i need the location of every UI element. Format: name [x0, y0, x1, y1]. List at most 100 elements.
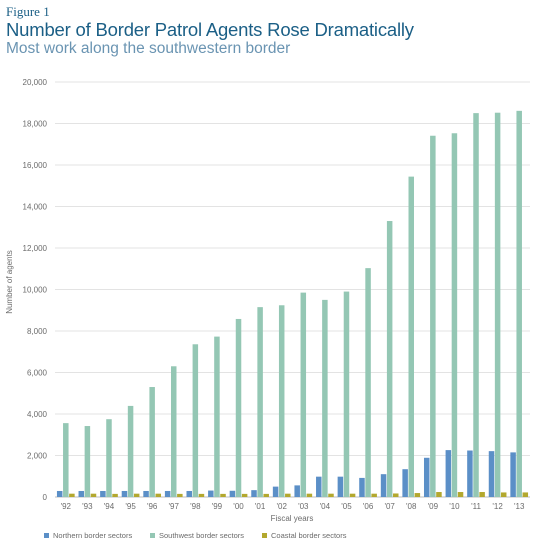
bar-coastal-4	[155, 493, 162, 497]
bar-northern-6	[186, 490, 192, 497]
y-tick-label: 4,000	[27, 410, 48, 419]
bar-southwest-14	[365, 268, 371, 497]
x-tick-label: '98	[190, 502, 201, 511]
bar-southwest-4	[149, 387, 155, 497]
x-tick-label: '00	[233, 502, 244, 511]
bar-coastal-10	[285, 493, 291, 497]
y-tick-label: 2,000	[27, 452, 48, 461]
y-tick-label: 18,000	[23, 120, 48, 129]
bar-northern-19	[467, 450, 473, 497]
x-tick-label: '92	[61, 502, 72, 511]
bar-northern-3	[121, 490, 128, 497]
legend-swatch-southwest	[150, 533, 155, 538]
x-tick-label: '07	[384, 502, 395, 511]
bar-northern-1	[78, 490, 85, 497]
bar-northern-5	[164, 490, 171, 497]
y-tick-label: 8,000	[27, 327, 48, 336]
legend-label-southwest: Southwest border sectors	[159, 531, 245, 540]
bar-northern-12	[316, 476, 322, 497]
bar-coastal-19	[479, 492, 485, 497]
x-axis-ticks: '92 '93 '94 '95 '96 '97 '98 '99 '00 '01 '02 '03 '04 '…	[61, 502, 525, 511]
bar-northern-21	[510, 452, 516, 497]
x-tick-label: '95	[125, 502, 136, 511]
bar-southwest-18	[451, 133, 458, 497]
bar-northern-9	[251, 490, 257, 497]
bar-southwest-3	[127, 405, 134, 497]
bar-northern-0	[56, 490, 63, 497]
legend-label-northern: Northern border sectors	[53, 531, 133, 540]
bar-northern-11	[294, 485, 300, 497]
legend-item-coastal: Coastal border sectors	[262, 531, 346, 540]
bar-northern-10	[272, 486, 279, 497]
bar-southwest-19	[473, 113, 479, 497]
bar-southwest-12	[322, 299, 328, 497]
bar-coastal-8	[241, 493, 248, 497]
bar-coastal-16	[414, 493, 421, 497]
bar-coastal-6	[198, 493, 205, 497]
x-tick-label: '10	[449, 502, 460, 511]
bar-northern-13	[337, 476, 344, 497]
bar-coastal-1	[90, 493, 97, 497]
x-tick-label: '02	[276, 502, 287, 511]
x-tick-label: '99	[212, 502, 223, 511]
y-tick-label: 14,000	[23, 203, 48, 212]
chart-subtitle: Most work along the southwestern border	[6, 40, 291, 57]
x-tick-label: '13	[514, 502, 525, 511]
bar-northern-4	[143, 490, 149, 497]
x-tick-label: '06	[363, 502, 374, 511]
bar-southwest-11	[300, 292, 307, 497]
legend: Northern border sectors Southwest border…	[0, 531, 536, 545]
bar-northern-2	[100, 490, 106, 497]
bar-coastal-15	[393, 493, 399, 497]
bar-southwest-8	[235, 318, 242, 497]
legend-item-northern: Northern border sectors	[44, 531, 132, 540]
x-tick-label: '03	[298, 502, 309, 511]
bar-northern-7	[208, 490, 214, 497]
bar-southwest-9	[257, 307, 263, 497]
y-tick-label: 20,000	[23, 78, 48, 87]
figure-label: Figure 1	[6, 4, 50, 19]
bar-coastal-13	[349, 493, 356, 497]
bar-southwest-20	[494, 112, 501, 498]
bar-coastal-2	[112, 493, 118, 497]
x-tick-label: '93	[82, 502, 93, 511]
gridlines	[55, 81, 530, 498]
bar-northern-16	[402, 469, 408, 497]
bar-coastal-21	[522, 492, 529, 497]
bar-coastal-5	[177, 493, 183, 497]
bar-southwest-2	[106, 419, 112, 497]
x-axis-title: Fiscal years	[271, 514, 314, 523]
bar-southwest-0	[63, 423, 69, 497]
bar-southwest-10	[278, 305, 285, 497]
y-tick-label: 10,000	[23, 286, 48, 295]
bar-southwest-17	[430, 135, 436, 497]
legend-item-southwest: Southwest border sectors	[150, 531, 244, 540]
bar-northern-20	[488, 451, 495, 497]
bar-coastal-11	[306, 493, 313, 497]
bar-southwest-15	[386, 221, 393, 497]
bar-southwest-21	[516, 110, 522, 497]
x-tick-label: '96	[147, 502, 158, 511]
y-tick-label: 12,000	[23, 244, 48, 253]
x-tick-label: '08	[406, 502, 417, 511]
bar-coastal-7	[220, 493, 226, 497]
legend-swatch-northern	[44, 533, 49, 538]
x-tick-label: '04	[320, 502, 331, 511]
bar-coastal-12	[328, 493, 334, 497]
bar-coastal-9	[263, 493, 269, 497]
bar-northern-15	[380, 474, 387, 497]
bar-northern-14	[359, 477, 365, 497]
x-tick-label: '94	[104, 502, 115, 511]
x-tick-label: '05	[341, 502, 352, 511]
bar-northern-17	[423, 457, 430, 497]
legend-label-coastal: Coastal border sectors	[271, 531, 347, 540]
bar-coastal-17	[436, 492, 442, 497]
x-tick-label: '12	[492, 502, 503, 511]
bar-southwest-16	[408, 176, 414, 497]
y-axis-title: Number of agents	[5, 250, 14, 314]
bar-northern-8	[229, 490, 236, 497]
x-tick-label: '01	[255, 502, 266, 511]
y-tick-label: 16,000	[23, 161, 48, 170]
x-tick-label: '09	[428, 502, 439, 511]
